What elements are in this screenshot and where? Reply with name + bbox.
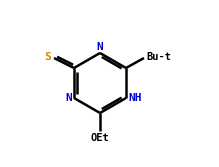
Text: NH: NH (128, 93, 141, 103)
Text: N: N (97, 42, 103, 52)
Text: S: S (44, 52, 51, 62)
Text: N: N (65, 93, 72, 103)
Text: OEt: OEt (91, 133, 109, 143)
Text: Bu-t: Bu-t (146, 52, 171, 62)
